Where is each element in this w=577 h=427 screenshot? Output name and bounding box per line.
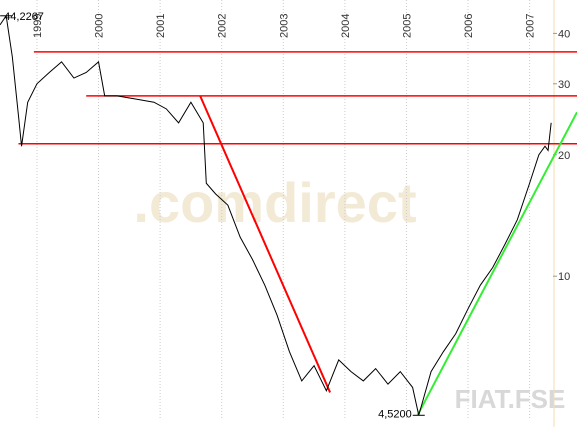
y-tick-label: 40 — [558, 28, 570, 40]
x-tick-label: 1999 — [32, 14, 44, 38]
x-tick-label: 2003 — [278, 14, 290, 38]
symbol: FIAT.FSE — [455, 384, 566, 414]
y-tick-label: 30 — [558, 79, 570, 91]
x-tick-label: 2000 — [94, 14, 106, 38]
trend-line — [199, 95, 331, 393]
x-tick-label: 2007 — [525, 14, 537, 38]
x-tick-label: 2005 — [401, 14, 413, 38]
y-tick-label: 10 — [558, 271, 570, 283]
x-tick-label: 2004 — [340, 14, 352, 38]
watermark: .comdirect — [133, 171, 416, 234]
x-tick-label: 2001 — [155, 14, 167, 38]
value-label: 44,2267 — [4, 11, 44, 23]
x-tick-label: 2006 — [463, 14, 475, 38]
value-label: 4,5200 — [378, 408, 412, 420]
trend-line — [416, 111, 577, 416]
price-line — [0, 14, 552, 416]
x-tick-label: 2002 — [217, 14, 229, 38]
y-tick-label: 20 — [558, 150, 570, 162]
